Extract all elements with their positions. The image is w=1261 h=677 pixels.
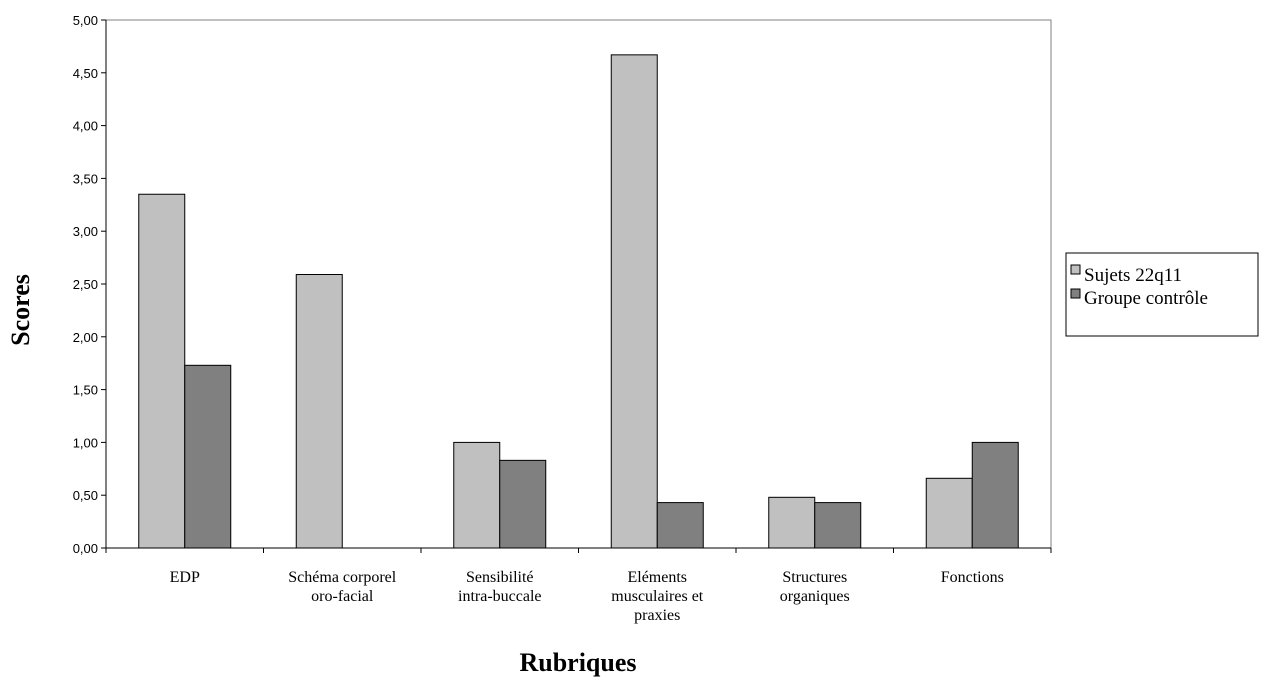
x-category-label: Eléments musculaires et praxies xyxy=(611,569,704,624)
bar-sujets xyxy=(453,441,501,549)
x-category-label: EDP xyxy=(170,569,200,586)
y-tick-label: 1,00 xyxy=(73,435,98,450)
legend-swatch-sujets xyxy=(1070,264,1081,275)
plot-area xyxy=(105,19,1052,549)
bar-controle xyxy=(499,459,547,549)
y-tick-label: 3,00 xyxy=(73,224,98,239)
bar-sujets xyxy=(138,193,186,549)
bar-controle xyxy=(971,441,1019,549)
y-tick-label: 2,00 xyxy=(73,330,98,345)
legend: Sujets 22q11 Groupe contrôle xyxy=(1065,252,1259,337)
y-axis: 0,00 0,50 1,00 1,50 2,00 2,50 3,00 3,50 4,00 4,50… xyxy=(73,13,107,556)
y-tick-label: 2,50 xyxy=(73,277,98,292)
legend-swatch-controle xyxy=(1070,288,1081,299)
x-category-label: Schéma corporel oro-facial xyxy=(288,569,397,605)
y-tick-label: 3,50 xyxy=(73,171,98,186)
legend-box xyxy=(1065,252,1259,337)
x-category-label: Structures organiques xyxy=(780,569,850,605)
y-tick-label: 0,00 xyxy=(73,541,98,556)
y-tick-label: 0,50 xyxy=(73,488,98,503)
bar-sujets xyxy=(925,477,973,549)
y-tick-label: 5,00 xyxy=(73,13,98,28)
plot-frame xyxy=(105,19,1052,549)
y-axis-title: Scores xyxy=(6,274,35,346)
bar-sujets xyxy=(610,54,658,549)
bar-sujets xyxy=(295,273,343,549)
x-axis-title: Rubriques xyxy=(519,648,636,677)
bar-sujets xyxy=(768,496,816,549)
legend-label-sujets: Sujets 22q11 xyxy=(1084,265,1182,286)
y-tick-label: 4,00 xyxy=(73,119,98,134)
x-category-label: Fonctions xyxy=(941,569,1004,586)
bars xyxy=(138,54,1019,549)
bar-controle xyxy=(814,502,862,549)
y-tick-label: 4,50 xyxy=(73,66,98,81)
bar-controle xyxy=(184,364,232,549)
y-tick-label: 1,50 xyxy=(73,383,98,398)
legend-label-controle: Groupe contrôle xyxy=(1084,288,1208,309)
x-category-label: Sensibilité intra-buccale xyxy=(458,569,542,605)
bar-controle xyxy=(656,502,704,549)
x-axis: EDP Schéma corporel oro-facial Sensibilité i… xyxy=(105,547,1052,624)
